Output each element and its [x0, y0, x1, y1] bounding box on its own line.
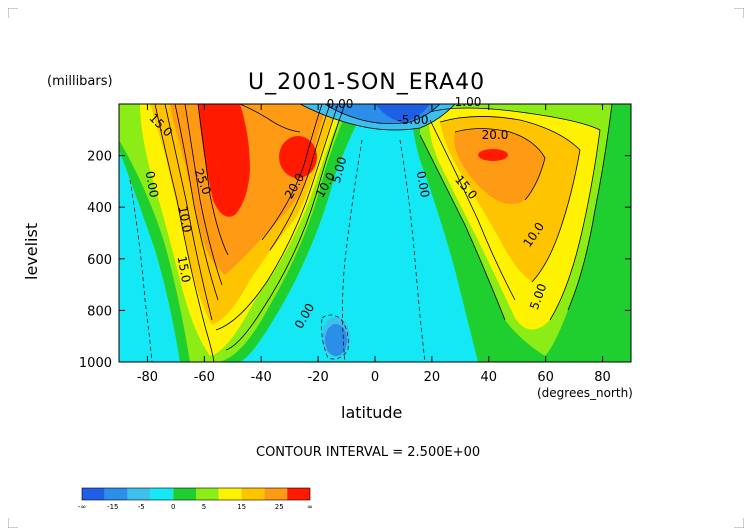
band-strong-negative-top [375, 104, 430, 122]
x-tick-label: -80 [137, 370, 158, 385]
contour-line-dashed [399, 139, 426, 362]
negative-contour-lines [129, 139, 426, 362]
x-tick-label: 60 [537, 370, 554, 385]
contour-line [567, 104, 613, 311]
colorbar-tick-label: 0 [171, 503, 175, 511]
contour-line [154, 104, 215, 362]
colorbar-swatch [287, 488, 310, 500]
contour-line [184, 104, 223, 286]
contour-line [174, 104, 219, 301]
x-tick-label: -60 [194, 370, 215, 385]
contour-line-dashed [321, 314, 349, 360]
band-negative-bottom [325, 324, 347, 356]
contour-label: 20.0 [482, 128, 509, 142]
band-extreme-south-secondary [279, 136, 317, 178]
y-tick-label: 1000 [79, 356, 112, 371]
colorbar-swatch [127, 488, 151, 500]
contour-line [197, 104, 229, 256]
colorbar-swatch [264, 488, 288, 500]
colorbar-swatch [82, 488, 105, 500]
contour-line [261, 104, 323, 241]
colorbar-tick-label: ∞ [307, 503, 313, 511]
contour-line [299, 104, 456, 131]
x-axis-label: latitude [341, 403, 403, 422]
x-tick-label: -20 [307, 370, 328, 385]
contour-line [269, 104, 331, 251]
x-tick-label: 80 [594, 370, 611, 385]
contour-line [419, 134, 506, 321]
colorbar-frame [81, 487, 311, 501]
vertical-unit-label: (millibars) [47, 74, 113, 89]
colorbar-tick-label: -∞ [78, 503, 86, 511]
colorbar-tick-label: 15 [237, 503, 246, 511]
colorbar-swatch [104, 488, 128, 500]
colorbar-swatch [218, 488, 242, 500]
colorbar-swatch [173, 488, 196, 500]
colorbar-swatch [241, 488, 265, 500]
x-axis: -80 -60 -40 -20 0 20 40 60 80 [137, 104, 611, 385]
y-axis: 200 400 600 800 1000 [79, 150, 631, 371]
contour-fields [119, 104, 631, 362]
contour-label: 5.00 [329, 155, 349, 184]
contour-line [454, 128, 546, 201]
y-tick-label: 200 [87, 150, 112, 165]
x-tick-label: 0 [371, 370, 379, 385]
contour-line [324, 104, 441, 124]
colorbar-tick-label: 5 [202, 503, 206, 511]
contour-line [225, 104, 346, 351]
contour-label: 15.0 [175, 255, 193, 284]
colorbar-tick-label: 25 [275, 503, 284, 511]
band-extreme-north [478, 149, 508, 161]
y-tick-label: 800 [87, 304, 112, 319]
contour-line [429, 119, 516, 301]
contour-line [215, 104, 339, 331]
band-extreme-south-main [198, 104, 250, 217]
y-tick-label: 400 [87, 201, 112, 216]
x-unit-label: (degrees_north) [537, 386, 633, 400]
contour-label: 0.00 [414, 170, 432, 199]
contour-line [239, 104, 301, 133]
contour-label: 10.0 [176, 205, 194, 234]
colorbar-swatch [150, 488, 174, 500]
chart-title: U_2001-SON_ERA40 [248, 70, 486, 95]
x-tick-label: -40 [251, 370, 272, 385]
colorbar-swatch [196, 488, 219, 500]
colorbar-tick-label: -5 [138, 503, 145, 511]
colorbar-tick-label: -15 [107, 503, 118, 511]
contour-line [439, 116, 581, 283]
contour-label: -5.00 [397, 113, 428, 127]
y-tick-label: 600 [87, 253, 112, 268]
contour-lines [154, 104, 613, 362]
x-tick-label: 20 [424, 370, 441, 385]
contour-line [164, 104, 213, 321]
contour-interval-note: CONTOUR INTERVAL = 2.500E+00 [256, 445, 481, 460]
contour-label: 1.00 [455, 95, 482, 109]
contour-label: 0.00 [143, 170, 161, 199]
contour-line [549, 129, 601, 321]
band-very-high-positive-north [454, 128, 545, 205]
contour-line-dashed [129, 179, 153, 362]
x-tick-label: 40 [481, 370, 498, 385]
contour-line-dashed [342, 139, 363, 362]
